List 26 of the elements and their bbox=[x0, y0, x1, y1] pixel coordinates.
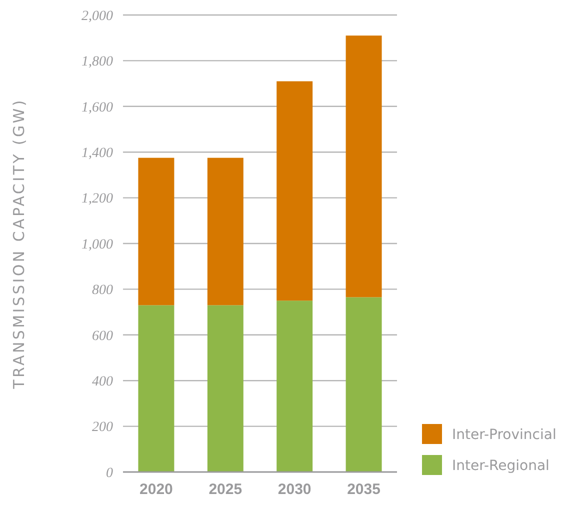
y-tick-label: 0 bbox=[106, 466, 113, 481]
bar bbox=[276, 81, 313, 301]
x-tick-label: 2025 bbox=[208, 481, 242, 498]
x-tick-label: 2030 bbox=[278, 481, 312, 498]
y-tick-label: 1,800 bbox=[82, 54, 113, 70]
bar bbox=[346, 297, 382, 472]
x-tick-label: 2035 bbox=[347, 481, 380, 498]
legend-label: Inter-Regional bbox=[452, 458, 550, 474]
bar bbox=[138, 305, 174, 472]
bar bbox=[346, 36, 382, 298]
y-axis-title: TRANSMISSION CAPACITY (GW) bbox=[10, 98, 28, 390]
bar bbox=[207, 158, 244, 306]
y-tick-label: 600 bbox=[92, 328, 113, 344]
legend-label: Inter-Provincial bbox=[452, 426, 556, 443]
y-tick-label: 1,000 bbox=[82, 237, 113, 252]
y-tick-label: 200 bbox=[92, 420, 113, 436]
y-tick-label: 1,400 bbox=[82, 146, 113, 161]
bar bbox=[138, 158, 174, 306]
y-tick-label: 1,200 bbox=[82, 192, 113, 207]
y-tick-label: 800 bbox=[92, 283, 113, 298]
y-tick-label: 2,000 bbox=[82, 8, 113, 24]
bar bbox=[276, 300, 313, 472]
bar bbox=[207, 305, 244, 472]
x-tick-label: 2020 bbox=[140, 481, 173, 498]
y-tick-label: 400 bbox=[92, 374, 113, 390]
y-tick-label: 1,600 bbox=[82, 100, 113, 116]
